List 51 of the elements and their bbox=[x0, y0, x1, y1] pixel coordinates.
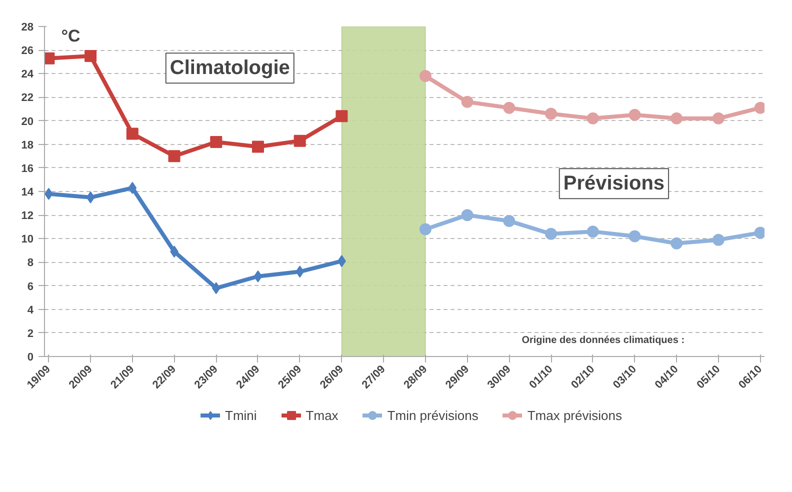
point bbox=[86, 191, 95, 204]
y-tick-label: 28 bbox=[21, 22, 34, 34]
y-tick-label: 20 bbox=[21, 116, 34, 128]
point bbox=[461, 209, 474, 222]
point bbox=[419, 223, 432, 236]
point bbox=[628, 230, 641, 242]
point bbox=[252, 140, 264, 153]
legend-label: Tmin prévisions bbox=[387, 408, 478, 422]
point bbox=[254, 270, 262, 282]
y-tick-label: 26 bbox=[21, 45, 34, 58]
point bbox=[168, 150, 180, 162]
point bbox=[84, 50, 97, 62]
y-tick-label: 14 bbox=[21, 186, 34, 198]
point bbox=[461, 96, 474, 108]
point bbox=[712, 234, 724, 246]
point bbox=[503, 214, 516, 227]
y-tick-label: 0 bbox=[27, 352, 34, 364]
point bbox=[419, 70, 432, 82]
y-tick-label: 4 bbox=[27, 304, 34, 316]
y-tick-label: 24 bbox=[21, 68, 34, 81]
y-tick-label: 16 bbox=[21, 162, 34, 175]
point bbox=[296, 266, 304, 278]
y-tick-label: 8 bbox=[27, 257, 34, 270]
point bbox=[628, 108, 641, 121]
point bbox=[670, 237, 683, 250]
legend-label: Tmini bbox=[225, 408, 257, 422]
point bbox=[586, 226, 599, 238]
point bbox=[503, 102, 516, 114]
point bbox=[712, 112, 724, 124]
y-tick-label: 18 bbox=[21, 139, 34, 152]
y-axis-title: °C bbox=[61, 26, 80, 46]
point bbox=[545, 228, 558, 240]
point bbox=[210, 136, 222, 148]
y-tick-label: 22 bbox=[21, 92, 34, 104]
point bbox=[212, 282, 220, 294]
y-tick-label: 2 bbox=[27, 328, 34, 340]
legend-label: Tmax bbox=[306, 408, 338, 422]
point bbox=[670, 112, 683, 124]
y-tick-label: 10 bbox=[21, 234, 34, 246]
point bbox=[586, 112, 599, 124]
point bbox=[294, 134, 306, 147]
y-tick-label: 12 bbox=[21, 210, 34, 222]
annotation: Origine des données climatiques : bbox=[522, 334, 685, 346]
point bbox=[128, 182, 137, 194]
legend-label: Tmax prévisions bbox=[527, 408, 622, 422]
point bbox=[126, 128, 138, 140]
annotation: Prévisions bbox=[563, 172, 665, 195]
annotation: Climatologie bbox=[170, 57, 290, 80]
y-tick-label: 6 bbox=[27, 280, 34, 293]
point bbox=[336, 110, 348, 122]
point bbox=[545, 108, 558, 120]
